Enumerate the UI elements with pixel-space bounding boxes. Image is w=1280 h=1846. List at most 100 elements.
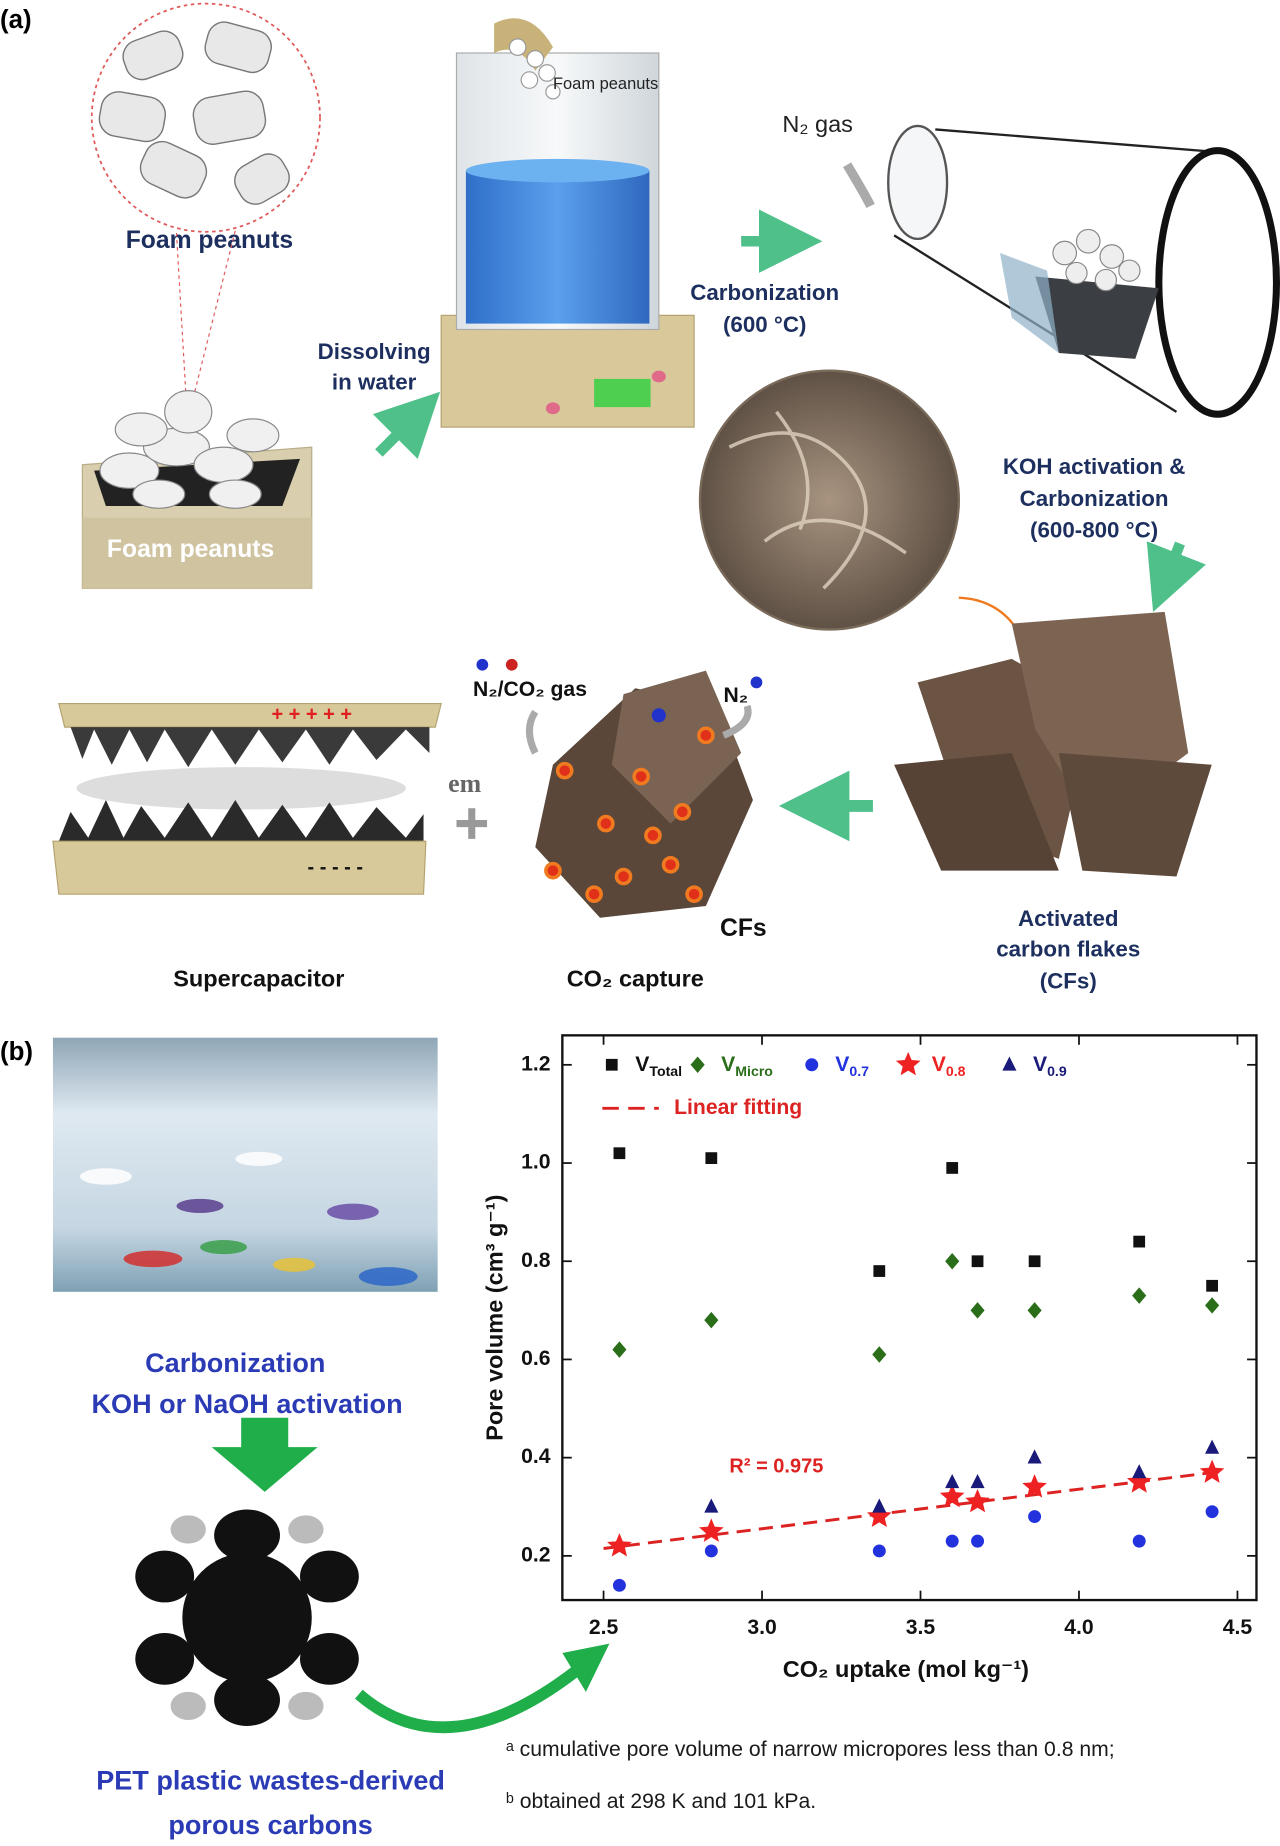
arrow (372, 391, 441, 460)
legend-name: V (635, 1052, 649, 1075)
label: (600-800 °C) (1030, 518, 1158, 543)
point (1132, 1534, 1146, 1548)
point (1027, 1302, 1042, 1319)
point (607, 1533, 632, 1557)
label: Supercapacitor (173, 965, 344, 991)
plot-frame (561, 1034, 1258, 1602)
label: KOH or NaOH activation (92, 1389, 403, 1419)
point (1199, 1459, 1225, 1483)
panel-label: (a) (0, 6, 32, 34)
point (965, 1488, 990, 1513)
arrow (843, 162, 875, 209)
point (872, 1498, 887, 1513)
arrow (211, 1417, 318, 1492)
point (1022, 1474, 1047, 1498)
label: Carbonization (690, 280, 839, 305)
legend-subscript: 0.7 (849, 1063, 869, 1079)
point (939, 1483, 965, 1508)
y-tick-label: 0.8 (521, 1249, 551, 1272)
label: CFs (720, 915, 767, 942)
legend-label: V0.7 (835, 1052, 869, 1078)
legend-swatch (690, 1056, 705, 1073)
point (1133, 1235, 1146, 1248)
y-axis-label: Pore volume (cm³ g⁻¹) (482, 1195, 508, 1441)
legend-label: VMicro (721, 1052, 773, 1078)
arrowhead (562, 1643, 610, 1692)
footnote: ᵃ cumulative pore volume of narrow micro… (506, 1738, 1115, 1761)
beaker: Foam peanuts (440, 18, 695, 428)
plastic-photo (52, 1037, 438, 1292)
legend-subscript: 0.9 (1047, 1063, 1067, 1079)
point (946, 1162, 959, 1174)
point (1205, 1439, 1220, 1454)
label: + + + + + (271, 704, 352, 726)
tube-furnace (887, 124, 1280, 418)
label: Foam peanuts (107, 536, 274, 563)
sem-image (698, 369, 961, 631)
point (704, 1498, 719, 1513)
x-tick-label: 2.5 (589, 1616, 619, 1639)
point (971, 1255, 984, 1268)
point (1126, 1469, 1152, 1493)
point (704, 1311, 719, 1329)
legend-swatch (605, 1058, 618, 1071)
arrow (1146, 541, 1206, 612)
label: - - - - - (308, 857, 364, 879)
x-tick-label: 4.5 (1223, 1616, 1253, 1639)
arrow (354, 1665, 581, 1734)
legend-label: V0.8 (932, 1052, 966, 1078)
label: em (448, 769, 481, 798)
x-tick-label: 4.0 (1064, 1616, 1093, 1639)
label: Dissolving (318, 339, 431, 364)
x-axis-label: CO₂ uptake (mol kg⁻¹) (783, 1656, 1029, 1682)
y-tick-label: 1.0 (521, 1151, 550, 1174)
point (1205, 1505, 1219, 1519)
legend-name: V (932, 1052, 946, 1075)
co2-capture (476, 658, 763, 918)
point (971, 1534, 985, 1548)
peanut-box: Foam peanuts (81, 390, 313, 589)
label: Carbonization (1020, 486, 1169, 511)
point (1132, 1464, 1147, 1479)
legend-swatch (895, 1051, 921, 1076)
legend-name: V (721, 1052, 735, 1075)
label: Carbonization (145, 1348, 325, 1378)
footnote: ᵇ obtained at 298 K and 101 kPa. (506, 1790, 816, 1813)
carbon-flakes (894, 611, 1212, 877)
legend-subscript: 0.8 (946, 1063, 966, 1079)
point (970, 1302, 985, 1319)
label: N₂ gas (782, 111, 853, 137)
point (872, 1544, 886, 1558)
y-tick-label: 0.4 (521, 1445, 551, 1468)
point (1028, 1510, 1042, 1524)
x-tick-label: 3.5 (906, 1616, 936, 1639)
label: N₂ (724, 684, 749, 707)
point (1206, 1279, 1218, 1292)
y-tick-label: 0.2 (521, 1543, 550, 1566)
zoom-lines (175, 230, 236, 395)
point (873, 1265, 886, 1277)
point (699, 1518, 724, 1542)
label: porous carbons (168, 1810, 372, 1840)
point (872, 1346, 887, 1363)
label: in water (332, 369, 417, 394)
plus-icon (456, 808, 488, 839)
point (1132, 1287, 1147, 1304)
legend-label: VTotal (635, 1052, 682, 1078)
point (866, 1503, 892, 1527)
scatter-chart: CO₂ uptake (mol kg⁻¹) Pore volume (cm³ g… (482, 1034, 1258, 1682)
point (945, 1473, 960, 1489)
point (612, 1578, 626, 1592)
legend-label: Linear fitting (674, 1096, 802, 1119)
y-tick-label: 0.6 (521, 1347, 550, 1370)
porous-carbon (135, 1509, 359, 1726)
label: Foam peanuts (553, 75, 658, 93)
legend-subscript: Total (649, 1063, 682, 1079)
zoom-circle: Foam peanuts (90, 2, 321, 254)
panel-label: (b) (0, 1038, 33, 1066)
label: Activated (1018, 906, 1119, 931)
label: KOH activation & (1003, 454, 1186, 479)
x-tick-label: 3.0 (747, 1616, 776, 1639)
point (1028, 1255, 1041, 1268)
